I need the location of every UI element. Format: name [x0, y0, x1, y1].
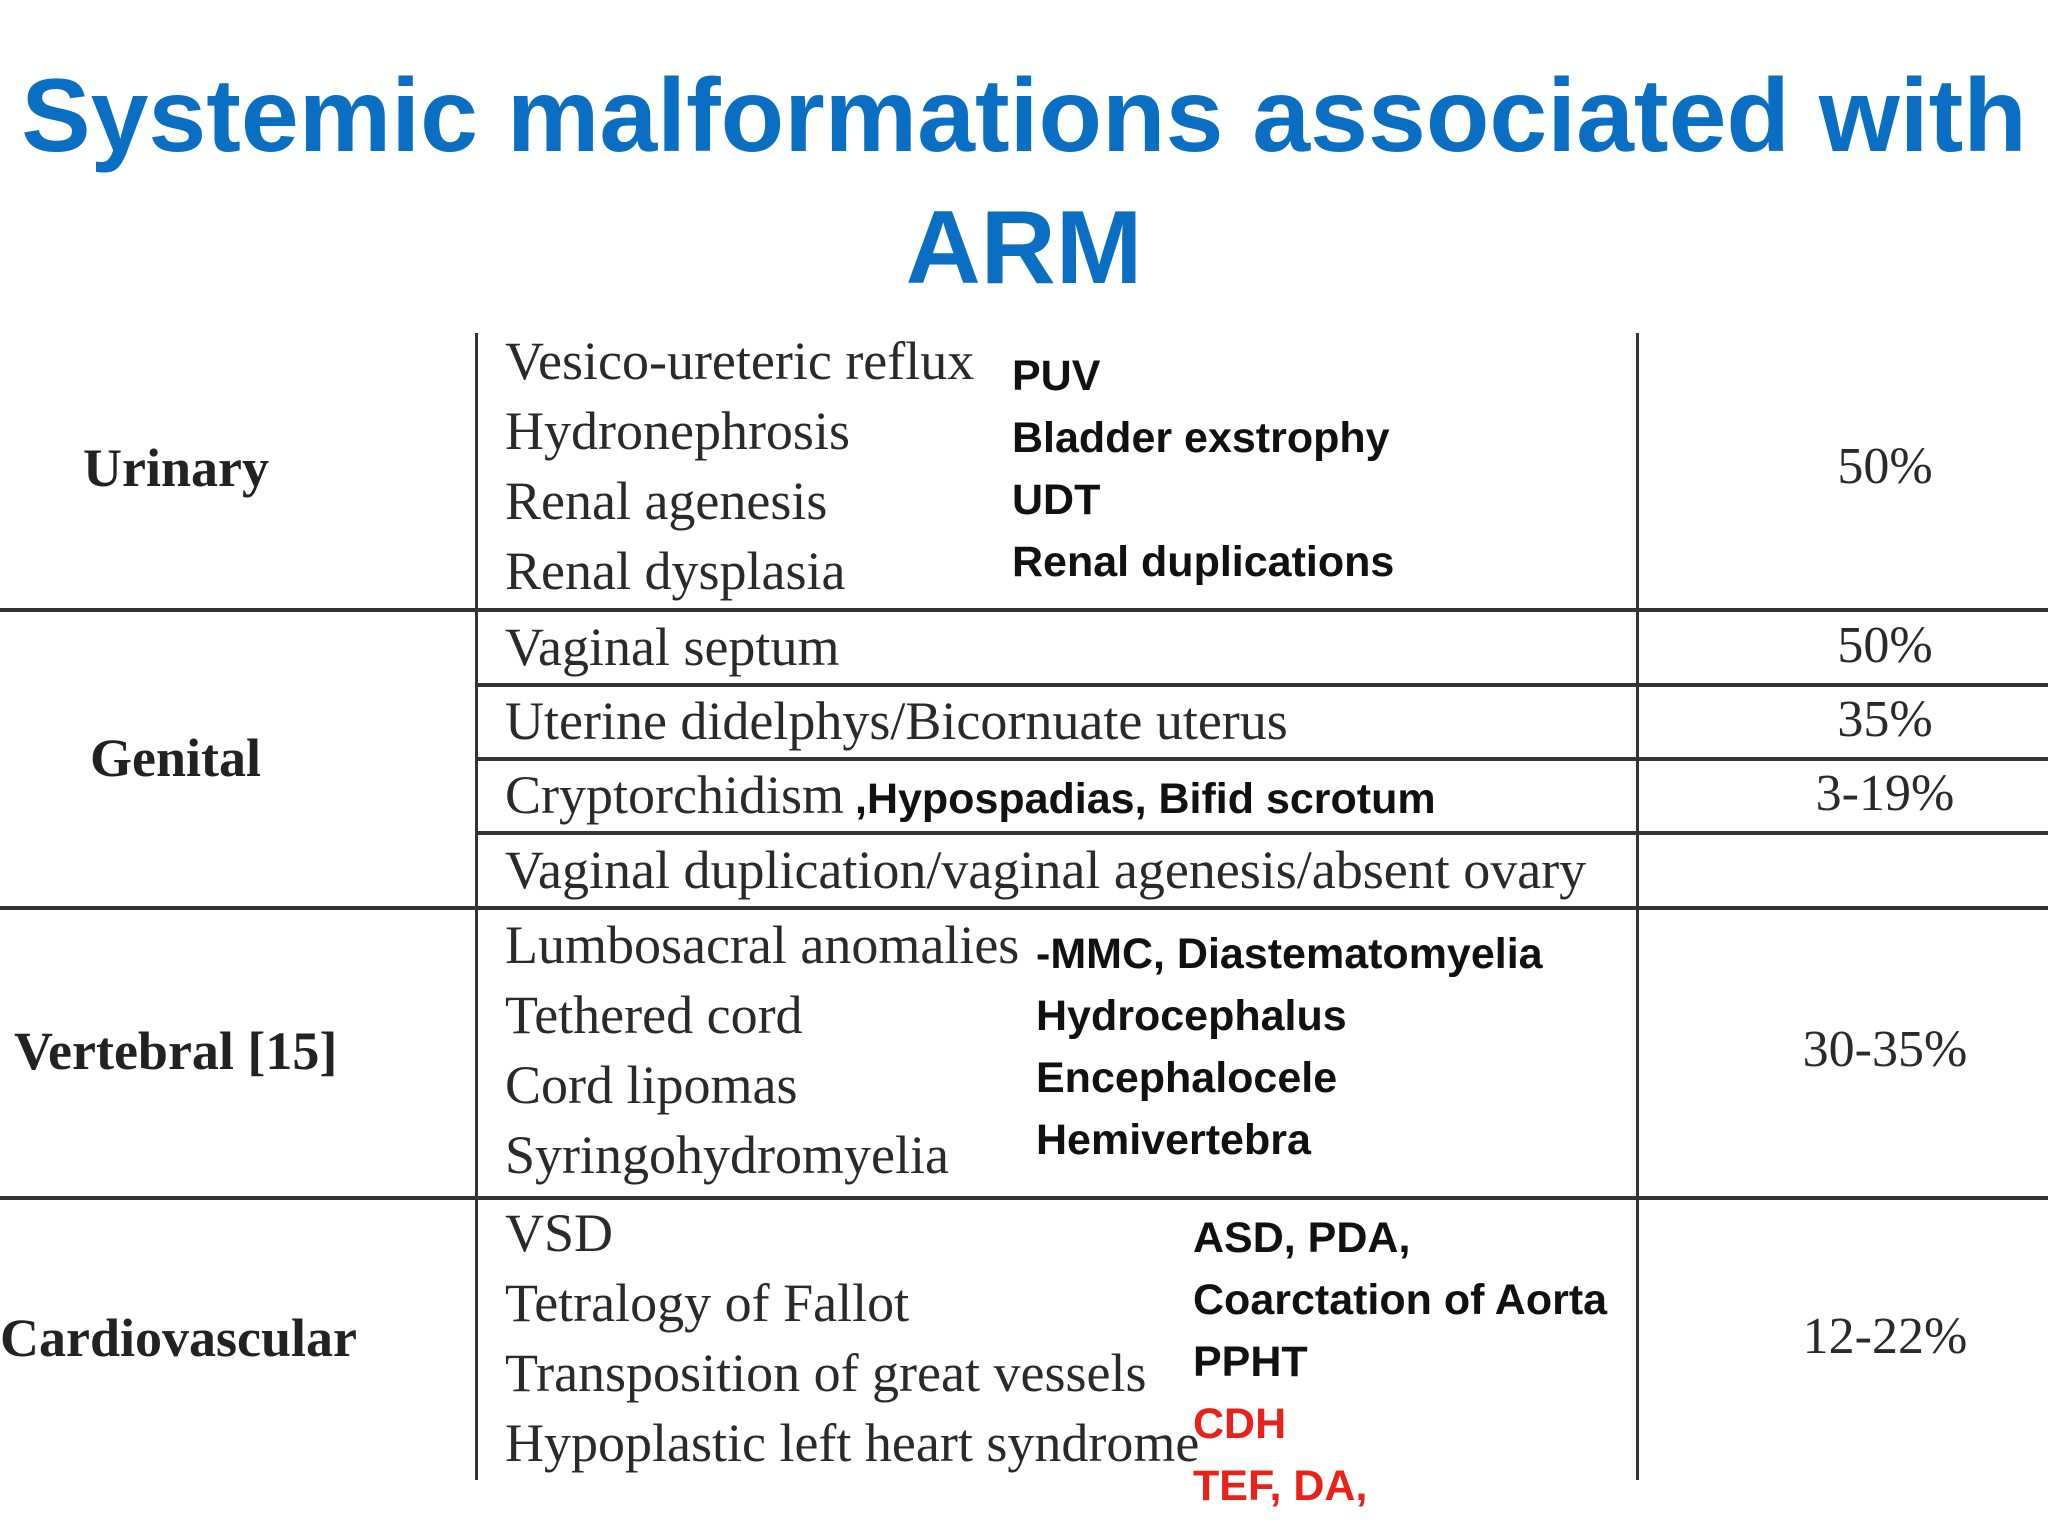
- cardiovascular-items: VSD Tetralogy of Fallot Transposition of…: [505, 1198, 1199, 1478]
- genital-item-cryptorchidism: Cryptorchidism: [505, 765, 844, 825]
- list-item: Vesico-ureteric reflux: [505, 331, 975, 391]
- list-item: UDT: [1012, 476, 1101, 524]
- row-divider-genital-1: [477, 683, 2048, 687]
- list-item: Renal dysplasia: [505, 541, 846, 601]
- slide-title-line-1: Systemic malformations associated with: [21, 58, 2027, 174]
- highlight-note-cdh: CDH: [1193, 1400, 1287, 1448]
- list-item: Syringohydromyelia: [505, 1125, 949, 1185]
- row-divider-genital-3: [477, 831, 2048, 835]
- category-cardiovascular: Cardiovascular: [0, 1308, 357, 1368]
- category-genital: Genital: [90, 728, 261, 788]
- list-item: Transposition of great vessels: [505, 1343, 1147, 1403]
- urinary-notes: PUV Bladder exstrophy UDT Renal duplicat…: [1012, 345, 1394, 593]
- genital-item-uterine: Uterine didelphys/Bicornuate uterus: [505, 691, 1288, 751]
- genital-percent-2: 35%: [1837, 691, 1933, 748]
- list-item: Renal agenesis: [505, 471, 828, 531]
- list-item: Tetralogy of Fallot: [505, 1273, 910, 1333]
- list-item: Bladder exstrophy: [1012, 414, 1390, 462]
- list-item: ASD, PDA,: [1193, 1214, 1411, 1262]
- list-item: Hydronephrosis: [505, 401, 850, 461]
- list-item: PUV: [1012, 352, 1101, 400]
- genital-item-vaginal-septum: Vaginal septum: [505, 617, 840, 677]
- vertebral-notes: -MMC, Diastematomyelia Hydrocephalus Enc…: [1036, 923, 1543, 1171]
- cardiovascular-percent: 12-22%: [1802, 1308, 1968, 1365]
- slide-title-line-2: ARM: [905, 190, 1143, 306]
- list-item: Cord lipomas: [505, 1055, 798, 1115]
- list-item: VSD: [505, 1203, 614, 1263]
- list-item: Tethered cord: [505, 985, 803, 1045]
- row-divider-genital-2: [477, 757, 2048, 761]
- category-urinary: Urinary: [83, 438, 269, 498]
- vertebral-percent: 30-35%: [1802, 1021, 1968, 1078]
- list-item: Hypoplastic left heart syndrome: [505, 1413, 1200, 1473]
- list-item: Renal duplications: [1012, 538, 1395, 586]
- genital-percent-3: 3-19%: [1815, 765, 1955, 822]
- vertebral-items: Lumbosacral anomalies Tethered cord Cord…: [505, 910, 1019, 1190]
- genital-item-vaginal-duplication: Vaginal duplication/vaginal agenesis/abs…: [505, 840, 1587, 900]
- row-divider-genital-vertebral: [0, 906, 2048, 910]
- urinary-percent: 50%: [1837, 438, 1933, 495]
- slide-title: Systemic malformations associated with A…: [0, 50, 2048, 314]
- list-item: PPHT: [1193, 1338, 1308, 1386]
- list-item: Hydrocephalus: [1036, 992, 1347, 1040]
- urinary-items: Vesico-ureteric reflux Hydronephrosis Re…: [505, 326, 974, 606]
- highlight-note-tef-da: TEF, DA,: [1193, 1462, 1368, 1510]
- list-item: Coarctation of Aorta: [1193, 1276, 1608, 1324]
- genital-percent-1: 50%: [1837, 617, 1933, 674]
- list-item: Hemivertebra: [1036, 1116, 1311, 1164]
- genital-note-hypospadias: ,Hypospadias, Bifid scrotum: [855, 775, 1436, 823]
- list-item: -MMC, Diastematomyelia: [1036, 930, 1543, 978]
- row-divider-urinary-genital: [0, 608, 2048, 612]
- list-item: Lumbosacral anomalies: [505, 915, 1020, 975]
- cardiovascular-notes: ASD, PDA, Coarctation of Aorta PPHT CDH …: [1193, 1207, 1607, 1517]
- row-divider-vertebral-cardiovascular: [0, 1196, 2048, 1200]
- category-vertebral: Vertebral [15]: [14, 1021, 338, 1081]
- list-item: Encephalocele: [1036, 1054, 1338, 1102]
